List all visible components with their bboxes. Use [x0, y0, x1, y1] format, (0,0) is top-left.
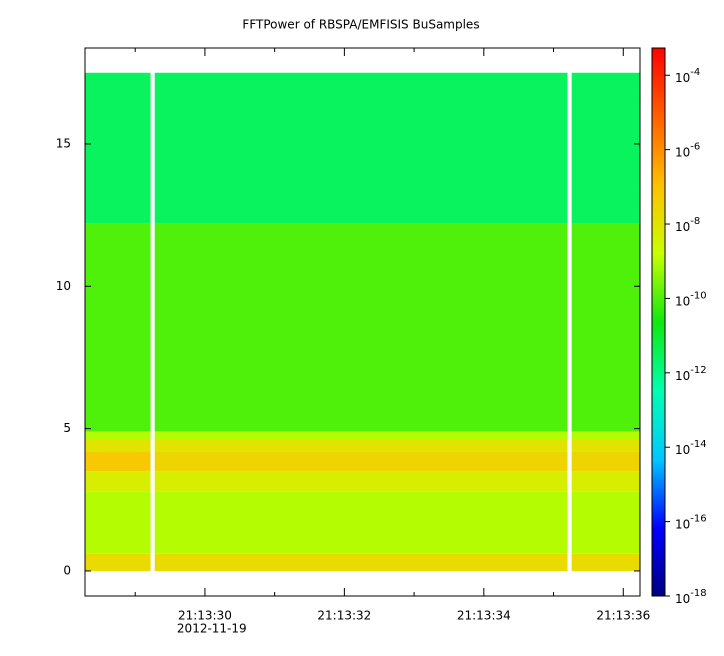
y-tick-label: 10 — [56, 279, 71, 293]
spectrogram-cell — [85, 72, 151, 224]
tick-base: 10 — [675, 145, 690, 159]
y-tick-label: 5 — [63, 421, 71, 435]
spectrogram-cell — [85, 431, 151, 440]
colorbar-tick-label: 10-16 — [675, 514, 707, 532]
tick-base: 10 — [675, 71, 690, 85]
tick-exponent: -10 — [690, 290, 706, 301]
tick-base: 10 — [675, 220, 690, 234]
tick-base: 10 — [675, 294, 690, 308]
spectrogram-cell — [154, 471, 568, 492]
tick-exponent: -12 — [690, 365, 706, 376]
colorbar — [651, 47, 666, 597]
y-tick-label: 0 — [63, 563, 71, 577]
tick-base: 10 — [675, 368, 690, 382]
tick-base: 10 — [675, 592, 690, 606]
spectrogram-cell — [85, 553, 151, 571]
tick-exponent: -16 — [690, 514, 706, 525]
spectrogram-cell — [85, 491, 151, 554]
colorbar-tick-label: 10-6 — [675, 142, 700, 160]
spectrogram-cell — [571, 431, 640, 440]
x-date-label: 2012-11-19 — [177, 622, 247, 636]
spectrogram-cell — [154, 439, 568, 452]
tick-exponent: -18 — [690, 588, 706, 599]
chart-title: FFTPower of RBSPA/EMFISIS BuSamples — [242, 18, 479, 32]
spectrogram-cell — [571, 439, 640, 452]
colorbar-tick-label: 10-14 — [675, 439, 707, 457]
colorbar-tick-label: 10-4 — [675, 67, 700, 85]
y-tick-label: 15 — [56, 136, 71, 150]
spectrogram-cell — [85, 451, 151, 472]
spectrogram-cell — [571, 471, 640, 492]
x-tick-label: 21:13:34 — [457, 609, 511, 623]
spectrogram-cell — [154, 431, 568, 440]
tick-exponent: -6 — [690, 142, 700, 153]
spectrogram-cell — [154, 72, 568, 224]
plot-frame — [84, 47, 641, 597]
tick-base: 10 — [675, 517, 690, 531]
colorbar-tick-label: 10-12 — [675, 365, 707, 383]
spectrogram-cell — [154, 451, 568, 472]
tick-exponent: -14 — [690, 439, 706, 450]
colorbar-tick-label: 10-18 — [675, 588, 707, 606]
spectrogram-cell — [571, 491, 640, 554]
spectrogram-cell — [154, 553, 568, 571]
spectrogram-cell — [154, 491, 568, 554]
x-tick-label: 21:13:30 — [178, 609, 232, 623]
spectrogram-cell — [154, 223, 568, 432]
spectrogram-cell — [571, 223, 640, 432]
spectrogram-cell — [571, 451, 640, 472]
tick-base: 10 — [675, 443, 690, 457]
spectrogram-cell — [85, 439, 151, 452]
spectrogram-cell — [571, 72, 640, 224]
x-tick-label: 21:13:32 — [317, 609, 371, 623]
tick-exponent: -8 — [690, 216, 700, 227]
spectrogram-cell — [85, 223, 151, 432]
tick-exponent: -4 — [690, 67, 700, 78]
spectrogram-cell — [571, 553, 640, 571]
spectrogram-cell — [85, 471, 151, 492]
colorbar-tick-label: 10-10 — [675, 290, 707, 308]
x-tick-label: 21:13:36 — [596, 609, 650, 623]
colorbar-tick-label: 10-8 — [675, 216, 700, 234]
